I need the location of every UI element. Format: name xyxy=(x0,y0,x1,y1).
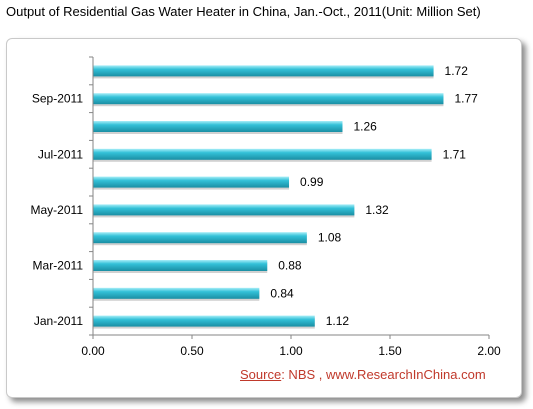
bar xyxy=(93,260,268,271)
bar-value-label: 1.72 xyxy=(445,64,469,78)
bar-value-label: 0.84 xyxy=(270,286,294,300)
bar xyxy=(93,287,260,299)
source-text: : NBS , www.ResearchInChina.com xyxy=(281,367,486,382)
bar xyxy=(93,65,434,77)
bar xyxy=(93,93,444,105)
bar-value-label: 0.99 xyxy=(300,175,324,189)
bar-value-label: 0.88 xyxy=(278,259,302,273)
x-tick-label: 1.50 xyxy=(378,344,402,358)
bar-value-label: 1.08 xyxy=(318,231,342,245)
bar xyxy=(93,315,315,327)
y-tick-label: Jan-2011 xyxy=(34,314,83,328)
x-tick-label: 0.50 xyxy=(180,344,204,358)
bar-value-label: 1.71 xyxy=(443,147,467,161)
bar xyxy=(93,148,432,160)
x-tick-label: 1.00 xyxy=(279,344,303,358)
bar xyxy=(93,176,290,188)
y-tick-label: Sep-2011 xyxy=(32,92,83,106)
bar-value-label: 1.77 xyxy=(454,92,478,106)
x-tick-label: 0.00 xyxy=(81,344,105,358)
bar-value-label: 1.26 xyxy=(353,120,377,134)
x-tick-label: 2.00 xyxy=(477,344,501,358)
source-label: Source xyxy=(240,367,282,382)
bar-value-label: 1.32 xyxy=(365,203,389,217)
chart-frame: 1.12 Jan-2011 0.84 0.88 Mar-2011 1.08 1.32 May-… xyxy=(6,38,522,398)
y-tick-label: Jul-2011 xyxy=(38,147,83,161)
bar xyxy=(93,232,307,244)
y-tick-label: May-2011 xyxy=(31,203,84,217)
source-note: Source: NBS , www.ResearchInChina.com xyxy=(240,367,486,382)
chart-plot: 1.12 Jan-2011 0.84 0.88 Mar-2011 1.08 1.32 May-… xyxy=(31,56,501,358)
bar xyxy=(93,121,343,132)
y-tick-label: Mar-2011 xyxy=(33,259,84,273)
bar-value-label: 1.12 xyxy=(326,314,350,328)
chart-title: Output of Residential Gas Water Heater i… xyxy=(6,4,481,19)
bar xyxy=(93,204,355,216)
